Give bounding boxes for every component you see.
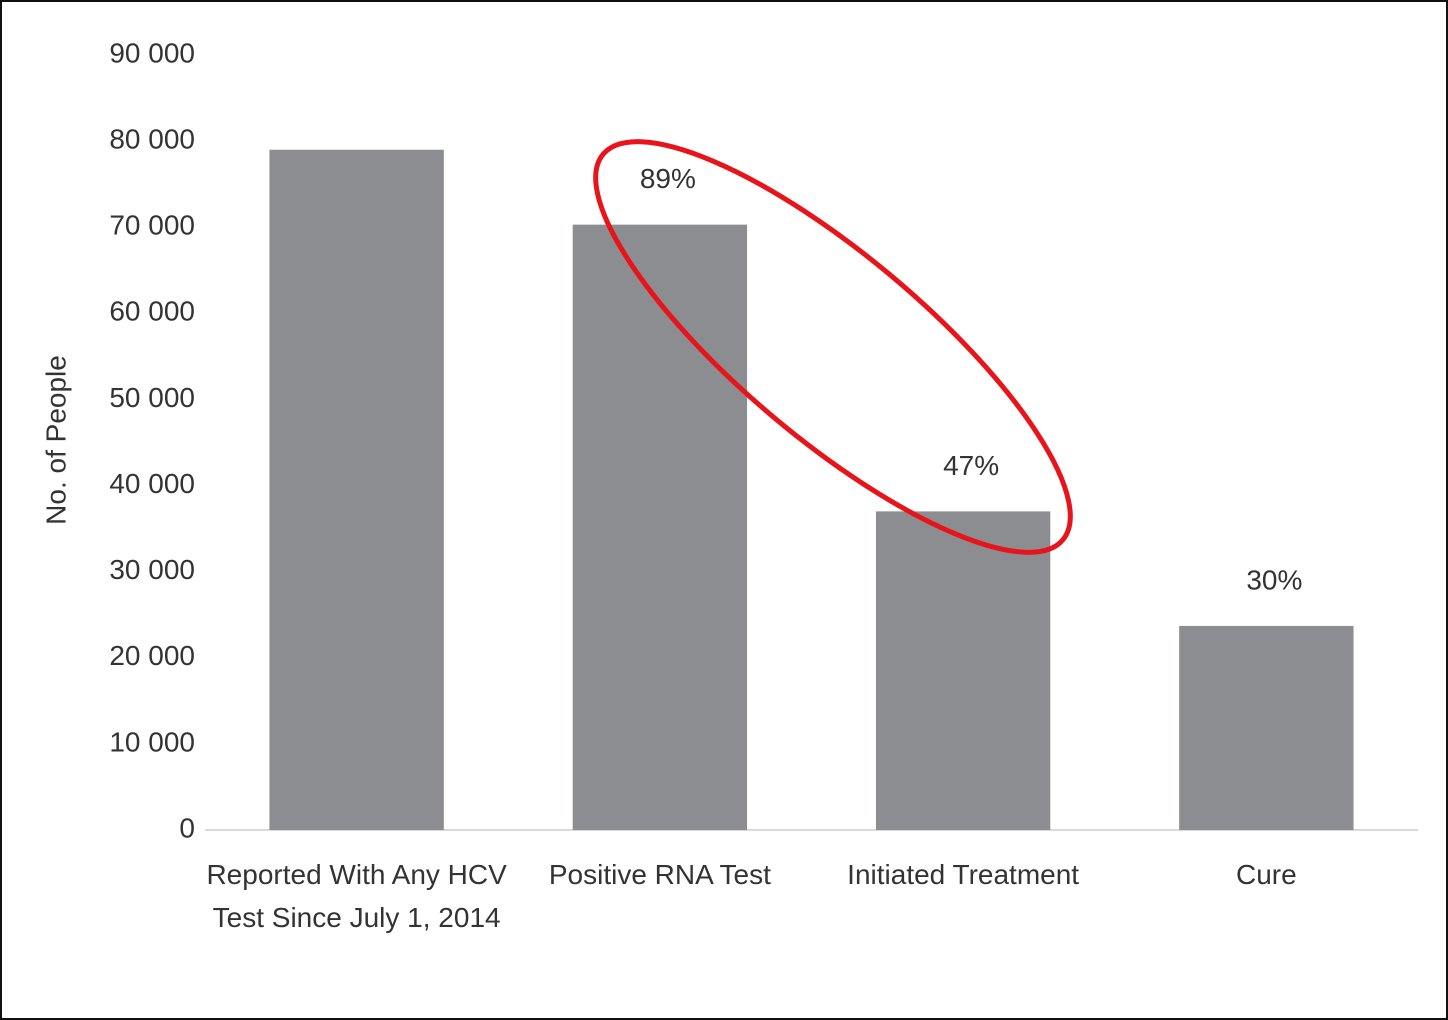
plot: 0 10 000 20 000 30 000 40 000 50 000 60 000 70 … (109, 37, 1418, 843)
y-axis-label: No. of People (40, 355, 71, 525)
y-tick-label: 50 000 (109, 382, 195, 413)
x-tick-label: Positive RNA Test (548, 859, 771, 890)
y-tick-label: 20 000 (109, 640, 195, 671)
percent-label: 30% (1246, 564, 1302, 595)
percent-label: 89% (640, 163, 696, 194)
y-tick-label: 90 000 (109, 37, 195, 68)
y-tick-label: 10 000 (109, 726, 195, 757)
y-tick-label: 70 000 (109, 210, 195, 241)
bar (1179, 625, 1354, 830)
x-tick-label: Reported With Any HCV Test Since July 1,… (206, 859, 507, 933)
bar (269, 149, 444, 830)
x-tick-label: Cure (1236, 859, 1297, 890)
y-tick-label: 80 000 (109, 124, 195, 155)
y-tick-label: 30 000 (109, 554, 195, 585)
y-tick-label: 0 (179, 812, 195, 843)
percent-label: 47% (943, 450, 999, 481)
bar (572, 224, 748, 830)
y-tick-label: 60 000 (109, 296, 195, 327)
x-tick-label: Initiated Treatment (847, 859, 1080, 890)
bar (875, 511, 1051, 830)
y-tick-label: 40 000 (109, 468, 195, 499)
highlight-ellipse (593, 139, 1073, 555)
